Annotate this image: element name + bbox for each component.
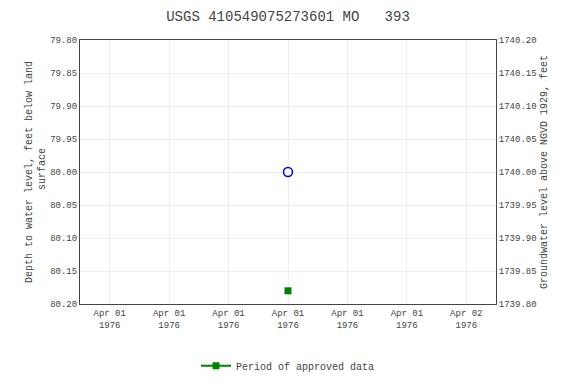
svg-text:Apr 011976: Apr 011976 bbox=[391, 309, 423, 331]
svg-text:1740.05: 1740.05 bbox=[499, 135, 537, 145]
svg-text:1740.00: 1740.00 bbox=[499, 168, 537, 178]
svg-text:Apr 011976: Apr 011976 bbox=[272, 309, 304, 331]
svg-text:80.05: 80.05 bbox=[50, 201, 77, 211]
svg-text:79.80: 79.80 bbox=[50, 36, 77, 46]
svg-text:79.90: 79.90 bbox=[50, 102, 77, 112]
svg-text:79.95: 79.95 bbox=[50, 135, 77, 145]
svg-text:Apr 011976: Apr 011976 bbox=[153, 309, 185, 331]
svg-text:1739.85: 1739.85 bbox=[499, 267, 537, 277]
svg-text:79.85: 79.85 bbox=[50, 69, 77, 79]
svg-text:Apr 021976: Apr 021976 bbox=[450, 309, 482, 331]
svg-text:80.20: 80.20 bbox=[50, 300, 77, 310]
svg-text:1740.10: 1740.10 bbox=[499, 102, 537, 112]
svg-text:Period of approved data: Period of approved data bbox=[236, 362, 374, 373]
svg-text:1739.90: 1739.90 bbox=[499, 234, 537, 244]
svg-text:1740.15: 1740.15 bbox=[499, 69, 537, 79]
svg-text:Groundwater level above NGVD 1: Groundwater level above NGVD 1929, feet bbox=[539, 55, 550, 289]
svg-text:1739.80: 1739.80 bbox=[499, 300, 537, 310]
svg-text:Apr 011976: Apr 011976 bbox=[331, 309, 363, 331]
svg-text:Apr 011976: Apr 011976 bbox=[94, 309, 126, 331]
svg-text:80.00: 80.00 bbox=[50, 168, 77, 178]
svg-text:Depth to water level, feet bel: Depth to water level, feet below land su… bbox=[24, 61, 48, 283]
svg-text:80.15: 80.15 bbox=[50, 267, 77, 277]
svg-text:80.10: 80.10 bbox=[50, 234, 77, 244]
svg-text:1740.20: 1740.20 bbox=[499, 36, 537, 46]
svg-text:1739.95: 1739.95 bbox=[499, 201, 537, 211]
svg-text:Apr 011976: Apr 011976 bbox=[212, 309, 244, 331]
svg-text:USGS 410549075273601 MO 393: USGS 410549075273601 MO 393 bbox=[166, 9, 410, 25]
